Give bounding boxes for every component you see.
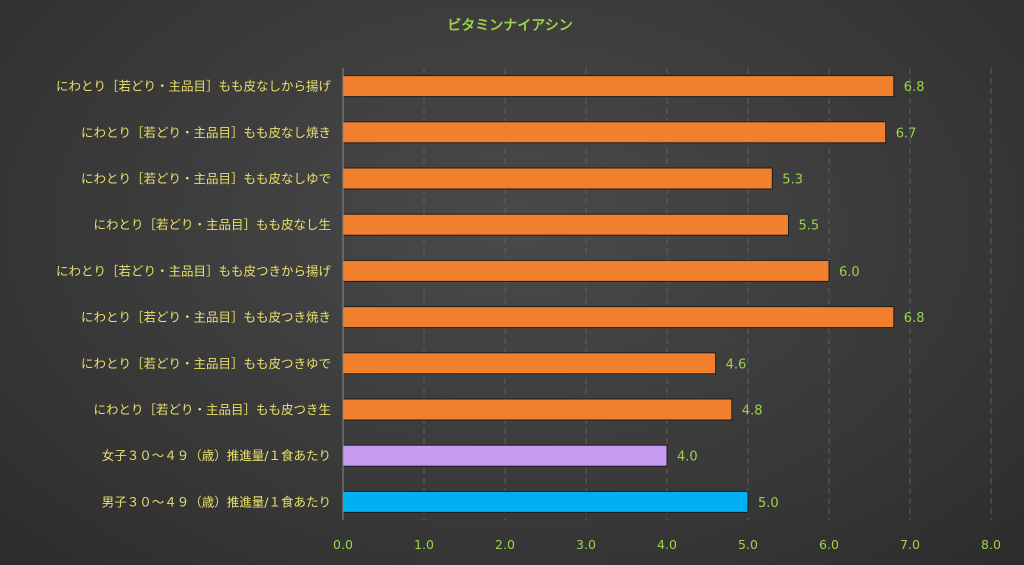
category-label: にわとり［若どり・主品目］もも皮つき生 (93, 402, 331, 417)
category-label: 男子３０～４９（歳）推進量/１食あたり (102, 494, 331, 509)
x-tick-label: 7.0 (900, 537, 920, 552)
bars (342, 75, 895, 513)
category-label: にわとり［若どり・主品目］もも皮なし生 (93, 217, 331, 232)
x-tick-label: 4.0 (657, 537, 677, 552)
category-label: にわとり［若どり・主品目］もも皮なしゆで (81, 171, 331, 186)
category-label: 女子３０～４９（歳）推進量/１食あたり (102, 448, 331, 463)
data-label: 6.8 (904, 80, 925, 95)
chart-title: ビタミンナイアシン (447, 18, 572, 34)
data-label: 6.7 (896, 126, 917, 141)
value-labels: 6.8 6.7 5.3 5.5 6.0 6.8 4.6 4.8 4.0 5.0 (677, 80, 924, 511)
bar (342, 167, 773, 190)
bar (342, 121, 887, 144)
category-label: にわとり［若どり・主品目］もも皮つきゆで (81, 356, 331, 371)
category-label: にわとり［若どり・主品目］もも皮つきから揚げ (56, 263, 332, 278)
x-tick-label: 5.0 (738, 537, 758, 552)
bar (342, 398, 733, 421)
category-label: にわとり［若どり・主品目］もも皮つき焼き (81, 310, 331, 325)
data-label: 5.0 (758, 496, 779, 511)
bar (342, 213, 789, 236)
category-labels: にわとり［若どり・主品目］もも皮なしから揚げにわとり［若どり・主品目］もも皮なし… (56, 79, 332, 510)
category-label: にわとり［若どり・主品目］もも皮なしから揚げ (56, 79, 332, 94)
bar (342, 259, 830, 282)
bar (342, 444, 668, 467)
data-label: 6.0 (839, 265, 860, 280)
x-tick-label: 6.0 (819, 537, 839, 552)
bar (342, 75, 895, 98)
bar (342, 490, 749, 513)
data-label: 6.8 (904, 311, 925, 326)
data-label: 4.0 (677, 450, 698, 465)
data-label: 4.8 (742, 404, 763, 419)
data-label: 5.5 (799, 219, 820, 234)
x-axis-ticks: 0.0 1.0 2.0 3.0 4.0 5.0 6.0 7.0 8.0 (333, 537, 1001, 552)
bar (342, 306, 895, 329)
category-label: にわとり［若どり・主品目］もも皮なし焼き (81, 125, 331, 140)
x-tick-label: 8.0 (981, 537, 1001, 552)
x-tick-label: 1.0 (414, 537, 434, 552)
grid-lines (423, 68, 992, 520)
x-tick-label: 3.0 (576, 537, 596, 552)
data-label: 4.6 (726, 357, 747, 372)
bar (342, 352, 717, 375)
x-tick-label: 2.0 (495, 537, 515, 552)
x-tick-label: 0.0 (333, 537, 353, 552)
data-label: 5.3 (782, 173, 803, 188)
